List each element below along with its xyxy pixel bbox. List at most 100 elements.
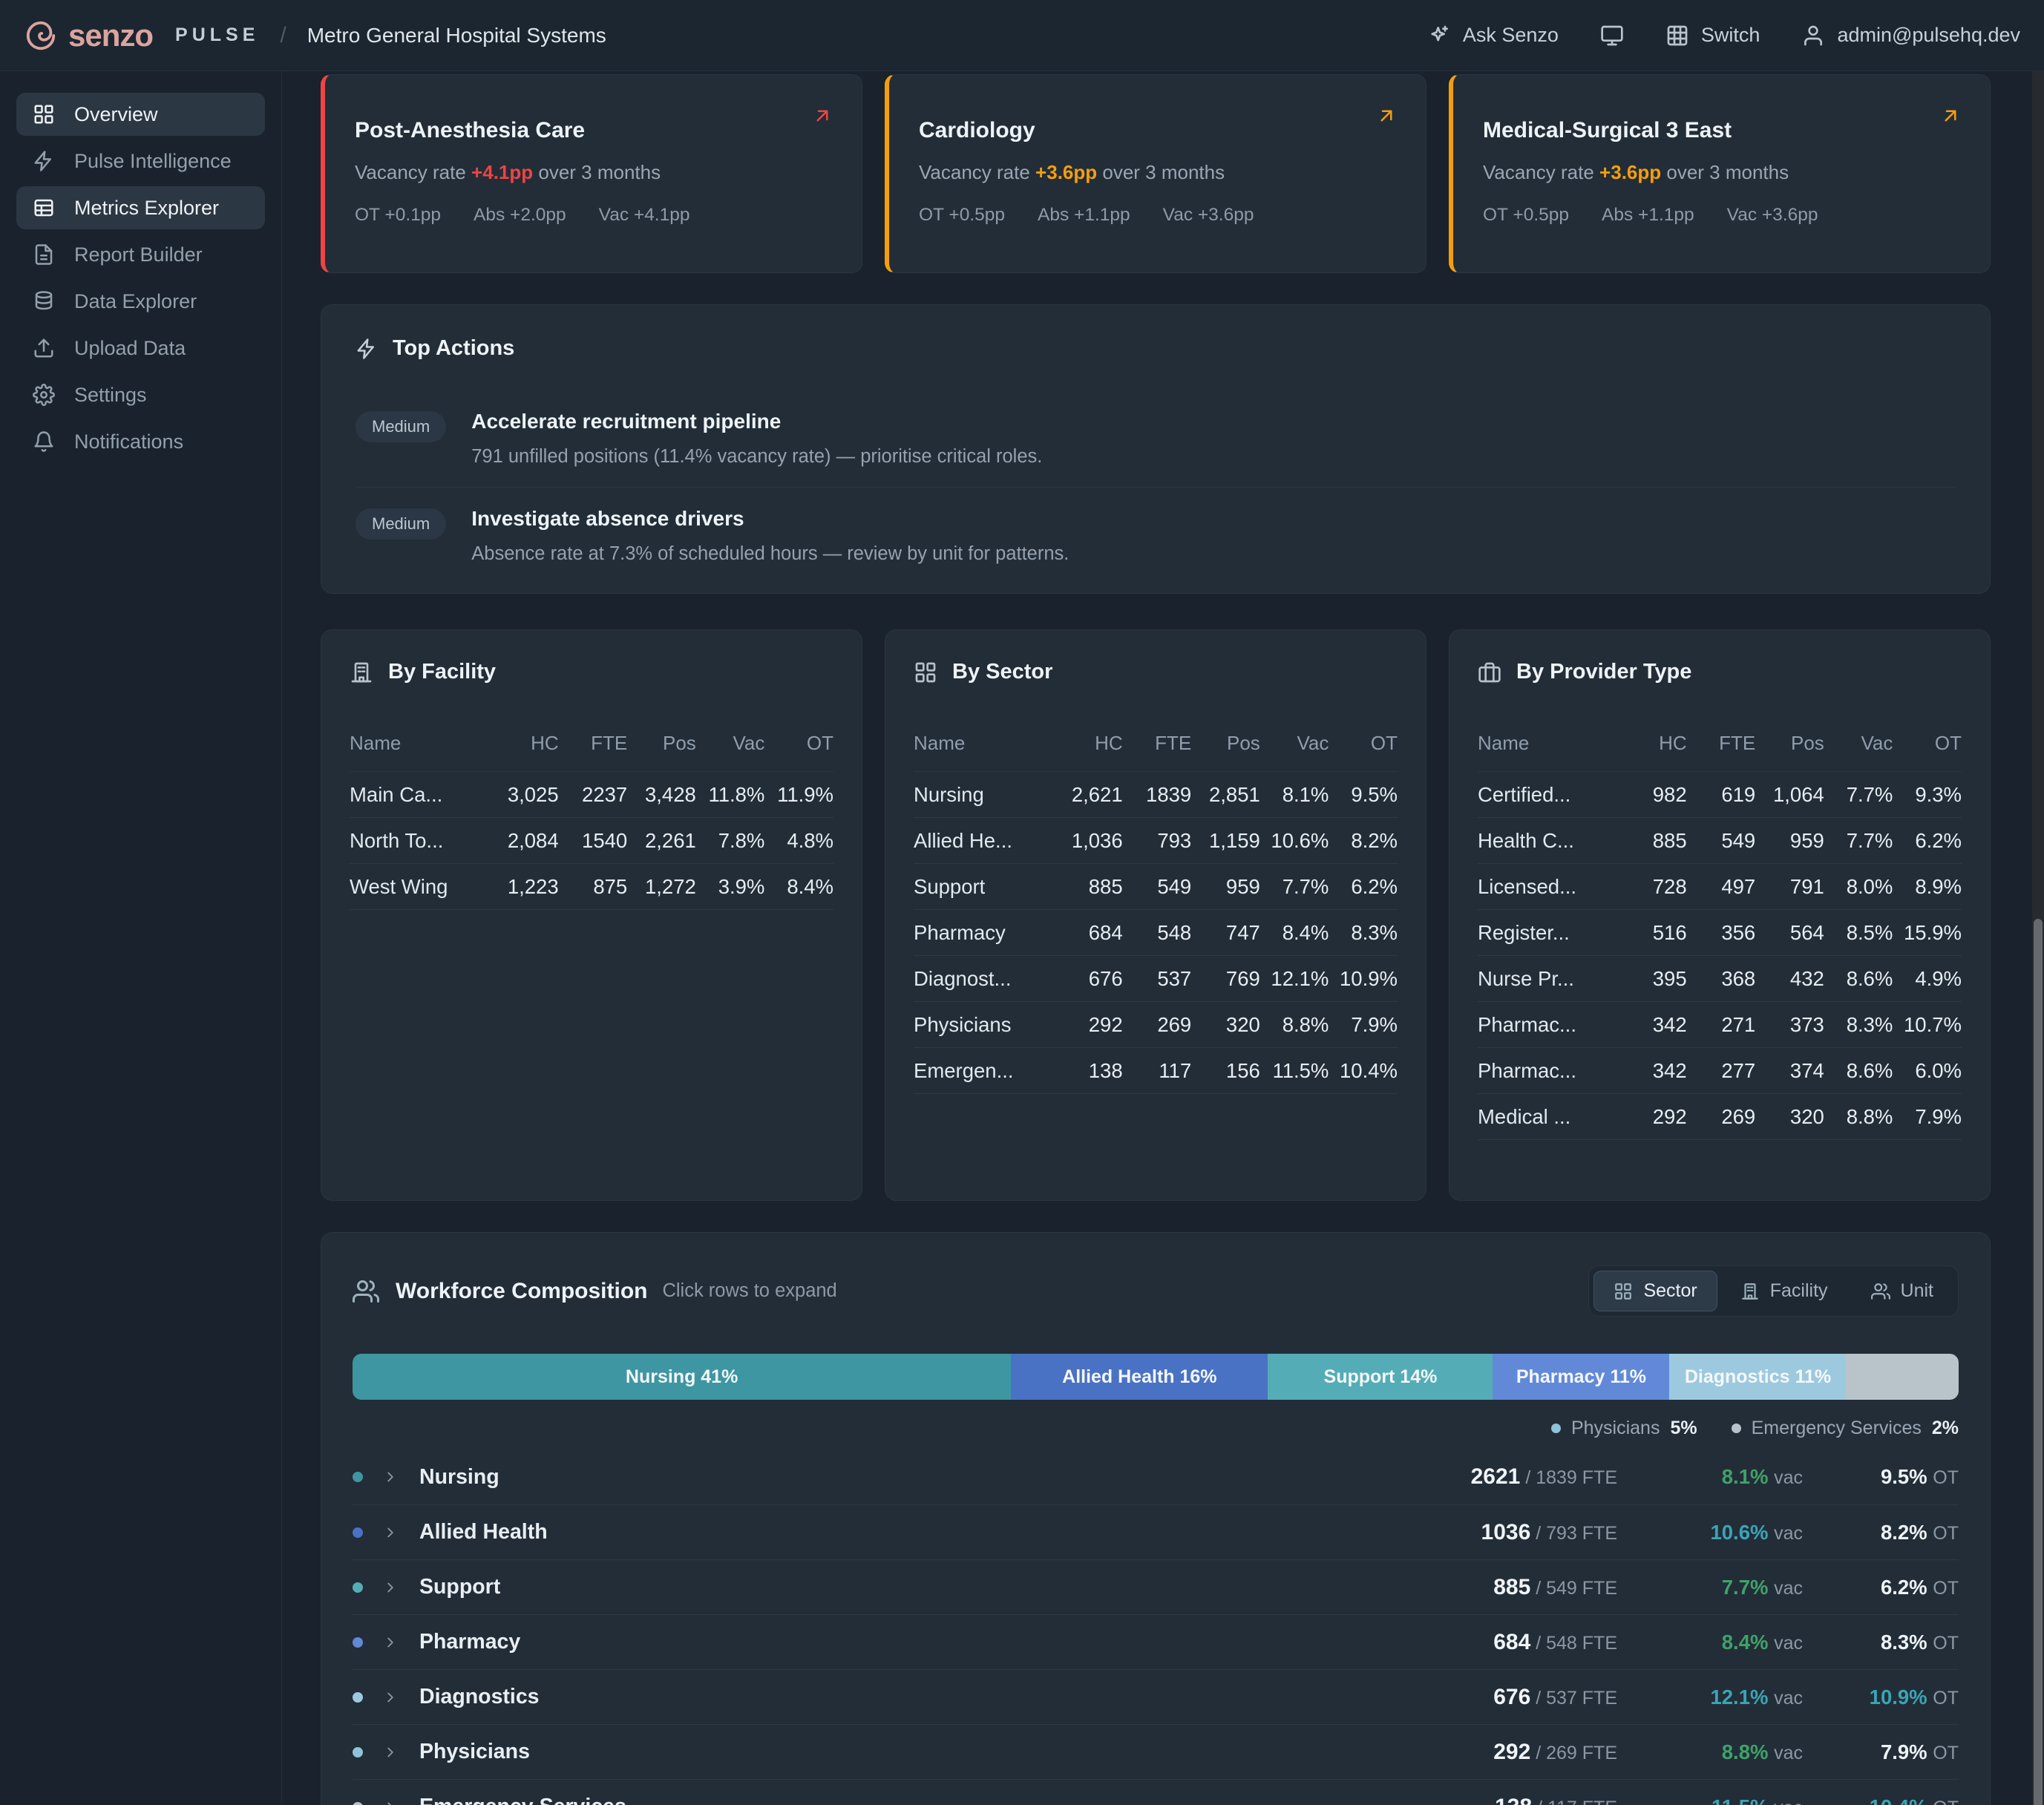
- legend-dot: [1731, 1424, 1741, 1433]
- ask-senzo-button[interactable]: Ask Senzo: [1427, 24, 1559, 48]
- cell-pos: 959: [1191, 863, 1260, 910]
- sidebar-item-overview[interactable]: Overview: [16, 93, 265, 136]
- cell-ot: 15.9%: [1893, 909, 1962, 956]
- col-pos: Pos: [1191, 732, 1260, 772]
- bar-segment-allied-health: Allied Health 16%: [1011, 1354, 1268, 1400]
- cell-ot: 8.3%: [1329, 909, 1398, 956]
- cell-vac: 8.8%: [1824, 1093, 1893, 1140]
- cell-vac: 7.7%: [1824, 817, 1893, 864]
- sidebar-item-label: Settings: [74, 383, 147, 406]
- composition-stacked-bar: Nursing 41% Allied Health 16% Support 14…: [353, 1354, 1959, 1400]
- vertical-scrollbar-thumb[interactable]: [2034, 919, 2043, 1805]
- cell-pos: 2,851: [1191, 771, 1260, 818]
- alert-card-post-anesthesia[interactable]: Post-Anesthesia Care Vacancy rate +4.1pp…: [321, 74, 862, 273]
- cell-pos: 2,261: [627, 817, 696, 864]
- sector-name: Diagnostics: [419, 1685, 540, 1709]
- composition-legend: Physicians 5% Emergency Services 2%: [353, 1418, 1959, 1439]
- sidebar-item-notifications[interactable]: Notifications: [16, 420, 265, 463]
- cell-ot: 10.4%: [1329, 1047, 1398, 1094]
- cell-hc: 676: [1054, 955, 1123, 1002]
- cell-name: Main Ca...: [350, 771, 491, 818]
- cell-ot: 8.4%: [764, 863, 833, 910]
- brand-logo[interactable]: senzo PULSE: [24, 18, 259, 53]
- cell-pos: 1,272: [627, 863, 696, 910]
- switch-button[interactable]: Switch: [1665, 24, 1760, 48]
- sector-stats: 2621 / 1839 FTE 8.1% vac 9.5% OT: [1470, 1464, 1959, 1489]
- col-hc: HC: [490, 732, 559, 772]
- view-toggle-group: Sector Facility Unit: [1588, 1265, 1959, 1317]
- cell-fte: 793: [1122, 817, 1192, 864]
- table-header-row: Name HC FTE Pos Vac OT: [350, 732, 833, 772]
- sidebar-item-report-builder[interactable]: Report Builder: [16, 233, 265, 276]
- legend-value: 2%: [1931, 1418, 1959, 1438]
- vertical-scrollbar-track[interactable]: [2032, 0, 2044, 1805]
- col-vac: Vac: [695, 732, 765, 772]
- col-ot: OT: [1329, 732, 1398, 772]
- sidebar-item-data-explorer[interactable]: Data Explorer: [16, 280, 265, 323]
- sector-color-dot: [353, 1637, 363, 1648]
- top-actions-panel: Top Actions Medium Accelerate recruitmen…: [321, 304, 1991, 594]
- sparkles-icon: [1427, 24, 1451, 48]
- legend-label: Physicians: [1570, 1418, 1660, 1438]
- toggle-unit[interactable]: Unit: [1851, 1271, 1953, 1311]
- cell-fte: 269: [1686, 1093, 1756, 1140]
- top-actions-header: Top Actions: [356, 336, 1956, 361]
- display-mode-button[interactable]: [1600, 24, 1624, 48]
- bar-segment-other: [1846, 1354, 1959, 1400]
- toggle-sector[interactable]: Sector: [1593, 1271, 1717, 1311]
- workforce-row-emergency-services[interactable]: Emergency Services 138 / 117 FTE 11.5% v…: [353, 1779, 1959, 1805]
- priority-badge: Medium: [356, 508, 447, 540]
- alert-stats: OT +0.1pp Abs +2.0pp Vac +4.1pp: [355, 205, 690, 225]
- action-item-absence[interactable]: Medium Investigate absence drivers Absen…: [356, 487, 1956, 584]
- cell-name: Pharmac...: [1478, 1001, 1619, 1048]
- sector-stats: 684 / 548 FTE 8.4% vac 8.3% OT: [1493, 1629, 1959, 1654]
- workforce-row-pharmacy[interactable]: Pharmacy 684 / 548 FTE 8.4% vac 8.3% OT: [353, 1614, 1959, 1669]
- table-row: Emergen... 138 117 156 11.5% 10.4%: [914, 1047, 1398, 1094]
- chevron-right-icon: [382, 1634, 399, 1651]
- sidebar-item-settings[interactable]: Settings: [16, 373, 265, 416]
- chevron-right-icon: [382, 1799, 399, 1805]
- workforce-row-diagnostics[interactable]: Diagnostics 676 / 537 FTE 12.1% vac 10.9…: [353, 1669, 1959, 1724]
- sector-name: Allied Health: [419, 1520, 548, 1544]
- sidebar-item-label: Notifications: [74, 430, 184, 453]
- cell-ot: 10.7%: [1893, 1001, 1962, 1048]
- panel-title: Workforce Composition: [396, 1278, 648, 1303]
- workforce-row-support[interactable]: Support 885 / 549 FTE 7.7% vac 6.2% OT: [353, 1559, 1959, 1614]
- action-item-recruitment[interactable]: Medium Accelerate recruitment pipeline 7…: [356, 390, 1956, 487]
- col-name: Name: [1478, 732, 1619, 772]
- panel-subtitle: Click rows to expand: [662, 1280, 837, 1301]
- alert-card-cardiology[interactable]: Cardiology Vacancy rate +3.6pp over 3 mo…: [885, 74, 1426, 273]
- chevron-right-icon: [382, 1469, 399, 1485]
- cell-name: Physicians: [914, 1001, 1055, 1048]
- user-menu[interactable]: admin@pulsehq.dev: [1801, 24, 2020, 48]
- workforce-row-nursing[interactable]: Nursing 2621 / 1839 FTE 8.1% vac 9.5% OT: [353, 1449, 1959, 1504]
- cell-ot: 10.9%: [1329, 955, 1398, 1002]
- table-row: Certified... 982 619 1,064 7.7% 9.3%: [1478, 771, 1962, 818]
- alert-card-medical-surgical[interactable]: Medical-Surgical 3 East Vacancy rate +3.…: [1449, 74, 1991, 273]
- top-bar: senzo PULSE / Metro General Hospital Sys…: [0, 0, 2044, 71]
- workforce-row-allied-health[interactable]: Allied Health 1036 / 793 FTE 10.6% vac 8…: [353, 1504, 1959, 1559]
- cell-fte: 549: [1686, 817, 1756, 864]
- toggle-facility[interactable]: Facility: [1720, 1271, 1848, 1311]
- grid-icon: [1665, 24, 1689, 48]
- workforce-row-physicians[interactable]: Physicians 292 / 269 FTE 8.8% vac 7.9% O…: [353, 1724, 1959, 1779]
- cell-fte: 548: [1122, 909, 1192, 956]
- arrow-up-right-icon: [1939, 105, 1962, 127]
- zap-icon: [33, 150, 55, 172]
- bar-segment-nursing: Nursing 41%: [353, 1354, 1012, 1400]
- sector-name: Emergency Services: [419, 1795, 626, 1805]
- gear-icon: [33, 384, 55, 406]
- sidebar-item-metrics-explorer[interactable]: Metrics Explorer: [16, 186, 265, 229]
- cell-vac: 8.4%: [1260, 909, 1329, 956]
- cell-ot: 9.3%: [1893, 771, 1962, 818]
- cell-ot: 7.9%: [1329, 1001, 1398, 1048]
- sidebar-item-upload-data[interactable]: Upload Data: [16, 327, 265, 370]
- sector-stats: 676 / 537 FTE 12.1% vac 10.9% OT: [1493, 1684, 1959, 1709]
- cell-fte: 1839: [1122, 771, 1192, 818]
- action-description: Absence rate at 7.3% of scheduled hours …: [471, 543, 1070, 564]
- monitor-icon: [1600, 24, 1624, 48]
- cell-vac: 12.1%: [1260, 955, 1329, 1002]
- chevron-right-icon: [382, 1579, 399, 1596]
- sidebar-item-pulse-intelligence[interactable]: Pulse Intelligence: [16, 140, 265, 183]
- table-row: Health C... 885 549 959 7.7% 6.2%: [1478, 817, 1962, 864]
